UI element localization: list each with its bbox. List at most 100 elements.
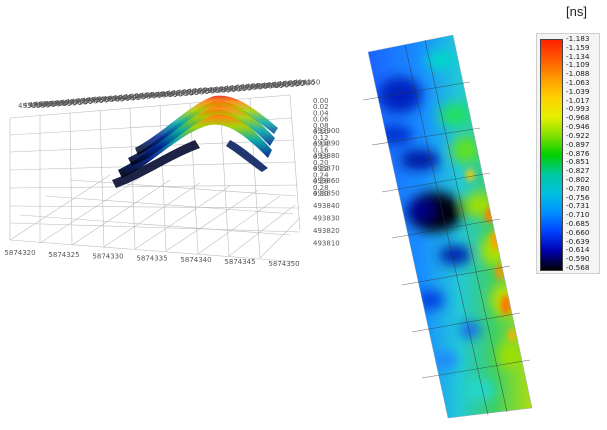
axis-tick-label: 494000 — [108, 94, 135, 102]
axis-tick-label: 493960 — [87, 96, 114, 104]
axis-tick-label: 494120 — [172, 89, 199, 97]
legend-value-label: -0.946 — [566, 122, 590, 132]
axis-tick-label: 0.18 — [313, 153, 329, 161]
axis-tick-label: 494010 — [113, 94, 140, 102]
3d-radargram-view[interactable]: 4938304938404938504938604938704938804938… — [4, 79, 339, 268]
legend-value-label: -1.039 — [566, 86, 590, 96]
axis-tick-label: 494250 — [241, 83, 268, 91]
legend-value-label: -1.183 — [566, 34, 590, 43]
axis-tick-label: 494060 — [140, 92, 167, 100]
axis-tick-label: 494260 — [246, 83, 273, 91]
axis-tick-label: 493930 — [71, 98, 98, 106]
legend-value-label: -0.660 — [566, 227, 590, 237]
axis-tick-label: 494070 — [145, 91, 172, 99]
legend-value-label: -1.109 — [566, 60, 590, 70]
axis-tick-label: 0.10 — [313, 128, 329, 136]
axis-tick-label: 494340 — [288, 79, 315, 87]
axis-tick-label: 493830 — [18, 102, 45, 110]
legend-value-label: -0.731 — [566, 201, 590, 211]
axis-tick-label: 494050 — [135, 92, 162, 100]
legend-value-label: -0.802 — [566, 174, 590, 184]
axis-tick-label: 494190 — [209, 86, 236, 94]
axis-tick-label: 494110 — [166, 89, 193, 97]
axis-tick-label: 5874325 — [48, 251, 79, 259]
axis-tick-label: 493900 — [313, 127, 340, 135]
axis-tick-label: 0.08 — [313, 122, 329, 130]
legend-value-label: -1.159 — [566, 42, 590, 52]
legend-value-label: -0.685 — [566, 218, 590, 228]
legend-value-label: -0.568 — [566, 263, 590, 272]
axis-tick-label: 493980 — [98, 95, 125, 103]
axis-tick-label: 0.14 — [313, 140, 329, 148]
axis-tick-label: 5874350 — [268, 260, 299, 268]
axis-tick-label: 493920 — [66, 98, 93, 106]
axis-tick-label: 494150 — [188, 88, 215, 96]
axis-tick-label: 494170 — [198, 87, 225, 95]
legend-value-label: -0.614 — [566, 245, 590, 255]
axis-tick-label: 493840 — [313, 202, 340, 210]
axis-tick-label: 493890 — [313, 140, 340, 148]
map-grid-lines — [362, 39, 531, 416]
legend-value-label: -0.897 — [566, 139, 590, 149]
axis-tick-label: 494300 — [267, 81, 294, 89]
axis-tick-label: 494350 — [294, 79, 321, 87]
axis-tick-label: 494140 — [182, 88, 209, 96]
3d-surface — [112, 95, 278, 188]
axis-tick-label: 494020 — [119, 93, 146, 101]
axis-tick-label: 494030 — [124, 93, 151, 101]
axis-tick-label: 493990 — [103, 95, 130, 103]
axis-tick-label: 493850 — [313, 190, 340, 198]
axis-tick-label: 494310 — [272, 80, 299, 88]
axis-tick-label: 493870 — [39, 100, 66, 108]
legend-value-label: -0.827 — [566, 166, 590, 176]
axis-tick-label: 494210 — [219, 85, 246, 93]
axis-tick-label: 493810 — [313, 240, 340, 248]
legend-value-label: -0.968 — [566, 113, 590, 123]
axis-tick-label: 5874345 — [224, 258, 255, 266]
color-scale-bar — [540, 39, 563, 271]
axis-tick-label: 494080 — [151, 91, 178, 99]
axis-tick-label: 0.22 — [313, 165, 329, 173]
axis-tick-label: 494160 — [193, 87, 220, 95]
axis-tick-label: 494230 — [230, 84, 257, 92]
legend-value-label: -0.876 — [566, 148, 590, 158]
axis-tick-label: 0.24 — [313, 171, 329, 179]
axis-tick-label: 493940 — [76, 97, 103, 105]
2d-timeslice-map[interactable] — [360, 30, 540, 425]
axis-tick-label: 494180 — [204, 86, 231, 94]
axis-tick-label: 0.30 — [313, 190, 329, 198]
axis-tick-label: 494220 — [225, 84, 252, 92]
axis-tick-label: 5874340 — [180, 256, 211, 264]
legend-value-label: -0.590 — [566, 254, 590, 264]
axis-tick-label: 494270 — [251, 82, 278, 90]
axis-tick-label: 493900 — [55, 99, 82, 107]
axis-tick-label: 494100 — [161, 90, 188, 98]
axis-tick-label: 493880 — [45, 100, 72, 108]
axis-tick-label: 493860 — [313, 177, 340, 185]
legend-value-label: -0.639 — [566, 236, 590, 246]
axis-tick-label: 493910 — [60, 98, 87, 106]
legend-value-label: -1.088 — [566, 69, 590, 79]
axis-tick-label: 0.28 — [313, 184, 329, 192]
axis-tick-label: 0.16 — [313, 147, 329, 155]
3d-axis-depth-ticks: 0.000.020.040.060.080.100.120.140.160.18… — [313, 97, 329, 198]
3d-axis-top-ticks: 4938304938404938504938604938704938804938… — [18, 79, 320, 110]
axis-tick-label: 494090 — [156, 90, 183, 98]
axis-tick-label: 493820 — [313, 227, 340, 235]
3d-axis-right-ticks: 493900 493890 493880 493870 493860 493850 4938… — [313, 127, 340, 248]
axis-tick-label: 493840 — [23, 102, 50, 110]
axis-tick-label: 493870 — [313, 165, 340, 173]
axis-tick-label: 494040 — [129, 93, 156, 101]
unit-label: [ns] — [566, 4, 587, 19]
axis-tick-label: 493950 — [82, 97, 109, 105]
axis-tick-label: 493890 — [50, 99, 77, 107]
axis-tick-label: 494330 — [283, 80, 310, 88]
axis-tick-label: 0.02 — [313, 103, 329, 111]
axis-tick-label: 494290 — [262, 81, 289, 89]
3d-axis-bottom-ticks: 5874320 5874325 5874330 5874335 5874340 58743… — [4, 249, 299, 268]
legend-value-label: -0.922 — [566, 130, 590, 140]
axis-tick-label: 493970 — [92, 96, 119, 104]
axis-tick-label: 494320 — [278, 80, 305, 88]
axis-tick-label: 494130 — [177, 89, 204, 97]
